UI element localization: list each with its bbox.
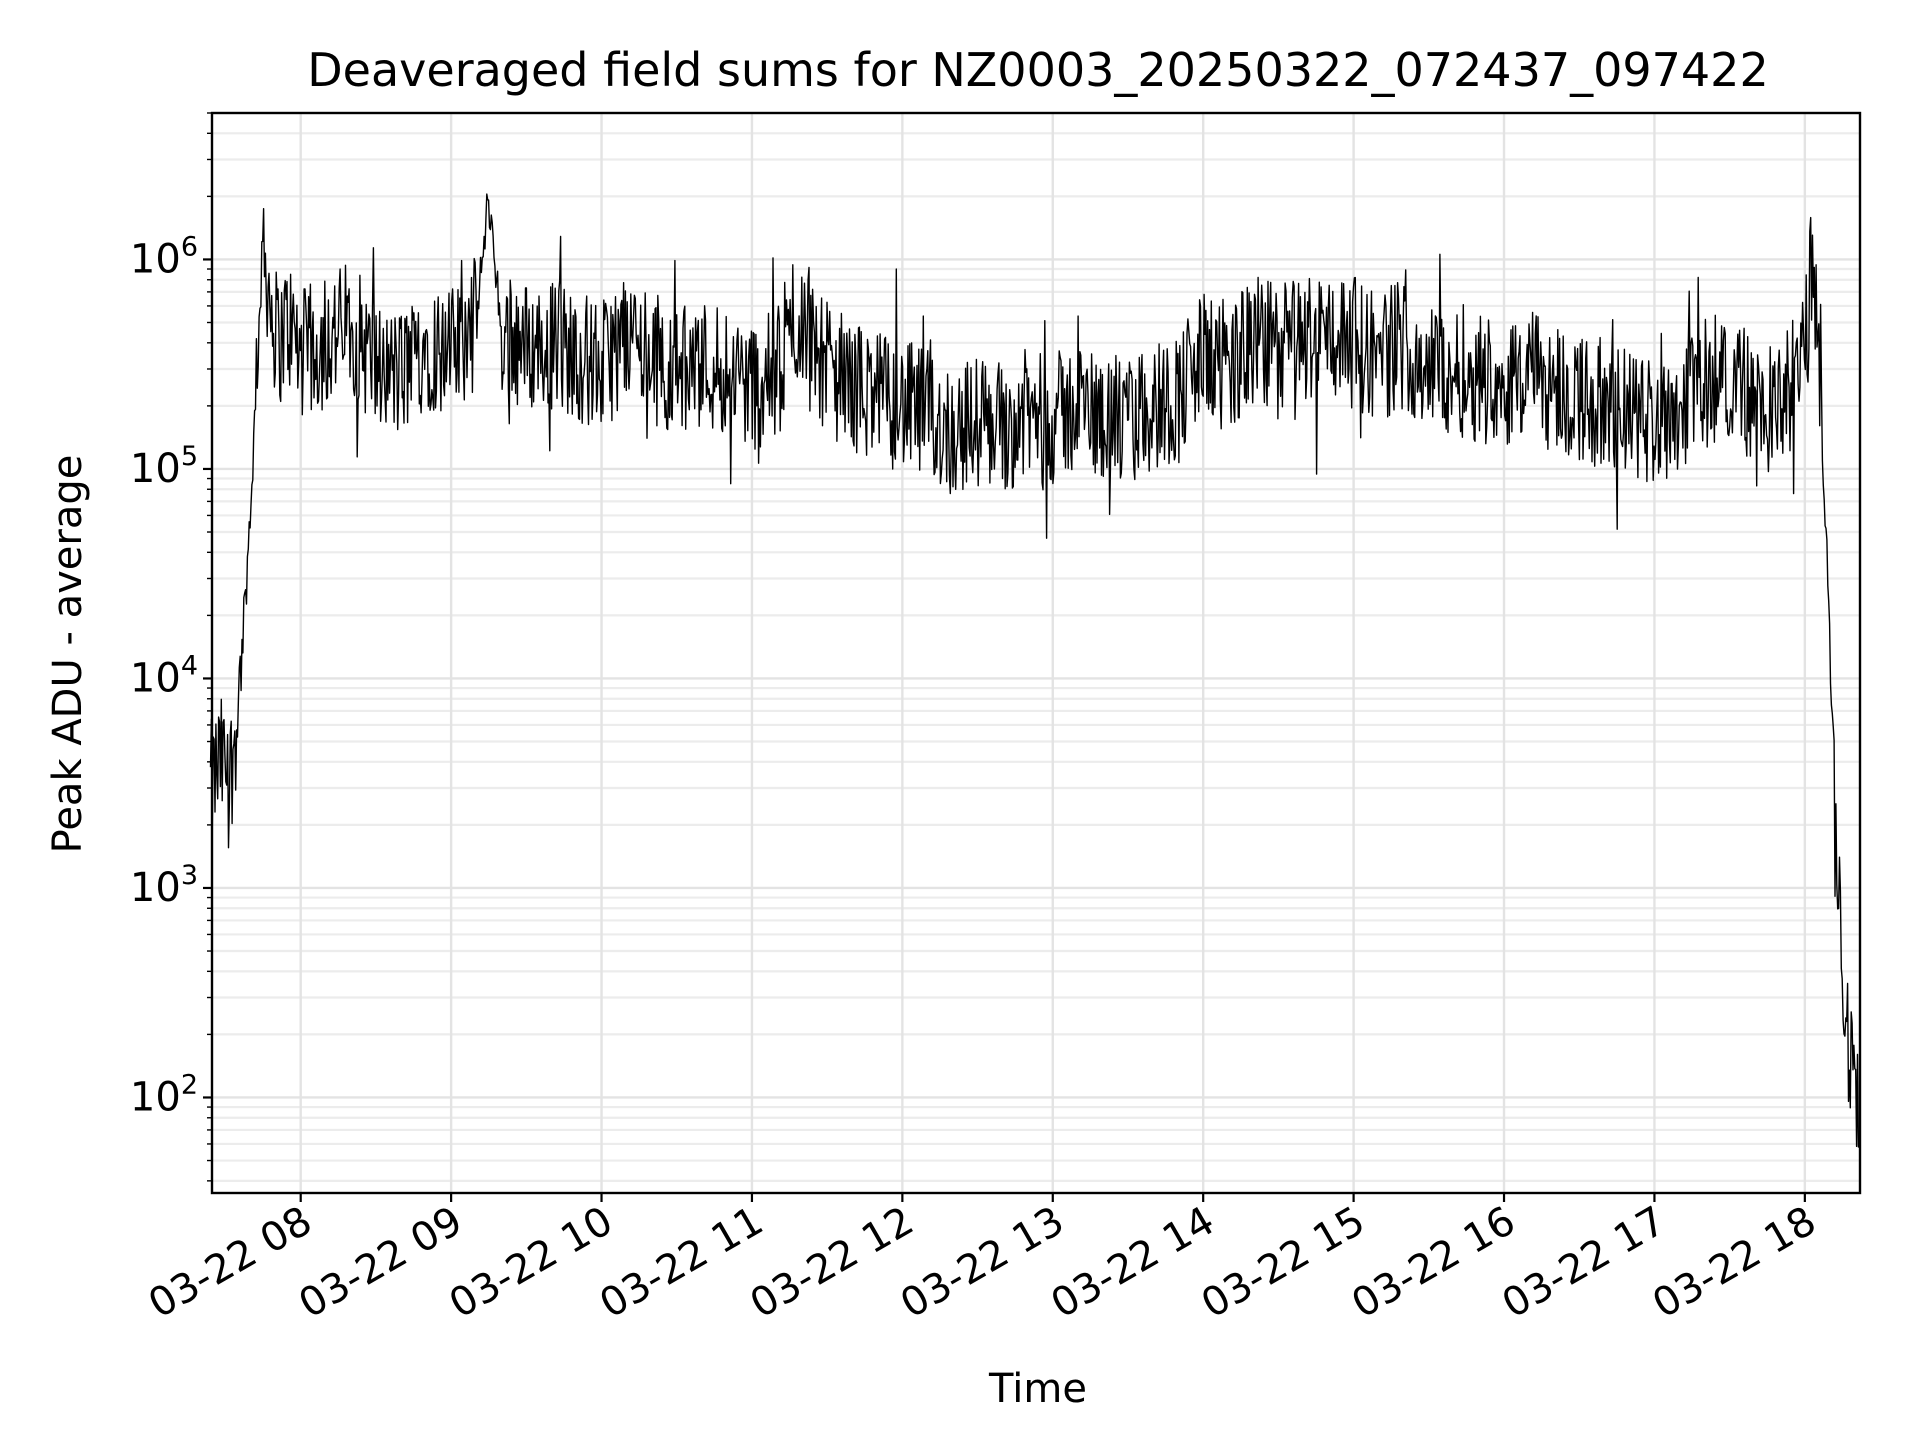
y-axis-label: Peak ADU - average [45,455,91,854]
axis-ticks [203,112,1806,1202]
plot-frame [210,111,1862,1195]
chart-title: Deaveraged field sums for NZ0003_2025032… [307,43,1768,97]
series-layer [209,193,1860,1148]
series-line [209,193,1860,1148]
y-tick-label: 105 [130,441,198,492]
y-tick-label: 102 [130,1069,198,1120]
y-tick-label: 104 [130,650,198,701]
grid [212,111,1860,1193]
y-tick-label: 103 [130,860,198,911]
y-tick-label: 106 [130,231,198,282]
x-axis-label: Time [988,1366,1087,1412]
